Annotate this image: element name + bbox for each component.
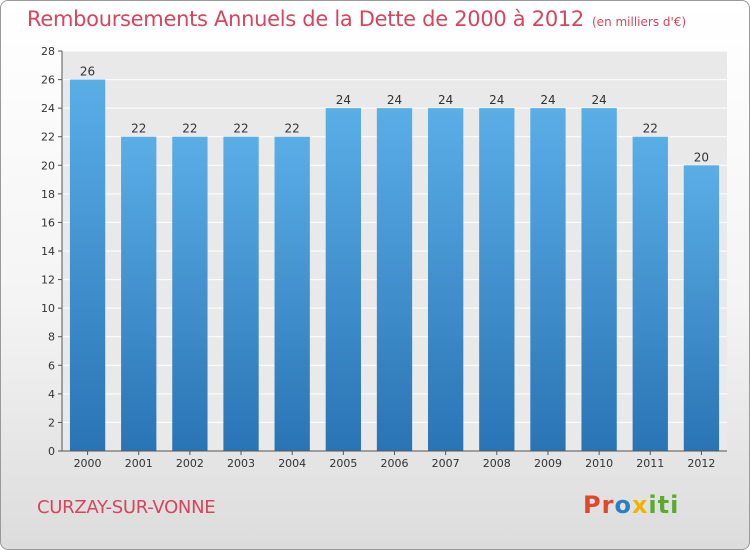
y-tick-label: 20 — [41, 159, 55, 172]
proxiti-logo: Proxiti — [583, 491, 680, 519]
x-tick-label: 2004 — [278, 457, 306, 470]
bars — [69, 79, 720, 452]
y-tick-label: 28 — [41, 45, 55, 58]
bar-2012 — [683, 165, 720, 452]
y-tick-label: 24 — [41, 102, 55, 115]
x-tick-label: 2012 — [687, 457, 715, 470]
y-tick-label: 16 — [41, 216, 55, 229]
data-label: 24 — [387, 93, 402, 107]
data-label: 22 — [285, 122, 300, 136]
chart-title-block: Remboursements Annuels de la Dette de 20… — [27, 7, 686, 31]
bar-2007 — [428, 108, 464, 452]
x-tick-label: 2006 — [381, 457, 409, 470]
data-label: 22 — [182, 122, 197, 136]
y-tick-label: 22 — [41, 131, 55, 144]
bar-2002 — [172, 136, 208, 451]
bar-2008 — [479, 108, 515, 452]
bar-2000 — [69, 79, 106, 452]
y-tick-label: 2 — [48, 416, 55, 429]
y-tick-label: 26 — [41, 74, 55, 87]
bar-2005 — [325, 108, 361, 452]
data-label: 24 — [540, 93, 555, 107]
bar-2004 — [274, 136, 310, 451]
y-tick-label: 10 — [41, 302, 55, 315]
x-tick-label: 2005 — [329, 457, 357, 470]
y-tick-label: 6 — [48, 359, 55, 372]
bar-2003 — [223, 136, 259, 451]
data-label: 24 — [438, 93, 453, 107]
y-tick-label: 18 — [41, 188, 55, 201]
y-tick-label: 0 — [48, 445, 55, 458]
chart-title: Remboursements Annuels de la Dette de 20… — [27, 7, 584, 31]
x-tick-label: 2001 — [125, 457, 153, 470]
data-label: 22 — [233, 122, 248, 136]
y-tick-label: 14 — [41, 245, 55, 258]
commune-name: CURZAY-SUR-VONNE — [37, 497, 216, 518]
bar-2001 — [121, 136, 157, 451]
bar-2010 — [581, 108, 617, 452]
y-tick-label: 12 — [41, 274, 55, 287]
x-tick-label: 2003 — [227, 457, 255, 470]
data-labels: 26 22 22 22 22 24 24 24 24 24 24 22 20 — [80, 65, 709, 165]
x-tick-label: 2008 — [483, 457, 511, 470]
x-tick-label: 2009 — [534, 457, 562, 470]
y-tick-label: 8 — [48, 331, 55, 344]
x-tick-label: 2007 — [432, 457, 460, 470]
bar-2011 — [632, 136, 668, 451]
y-tick-label: 4 — [48, 388, 55, 401]
bar-2006 — [376, 108, 413, 452]
data-label: 26 — [80, 65, 95, 79]
x-tick-label: 2002 — [176, 457, 204, 470]
data-label: 22 — [131, 122, 146, 136]
bar-2009 — [530, 108, 566, 452]
data-label: 22 — [643, 122, 658, 136]
x-tick-label: 2011 — [636, 457, 664, 470]
x-tick-label: 2010 — [585, 457, 613, 470]
data-label: 24 — [489, 93, 504, 107]
data-label: 20 — [694, 150, 709, 164]
chart-unit: (en milliers d'€) — [592, 15, 687, 29]
x-tick-label: 2000 — [74, 457, 102, 470]
data-label: 24 — [591, 93, 606, 107]
data-label: 24 — [336, 93, 351, 107]
